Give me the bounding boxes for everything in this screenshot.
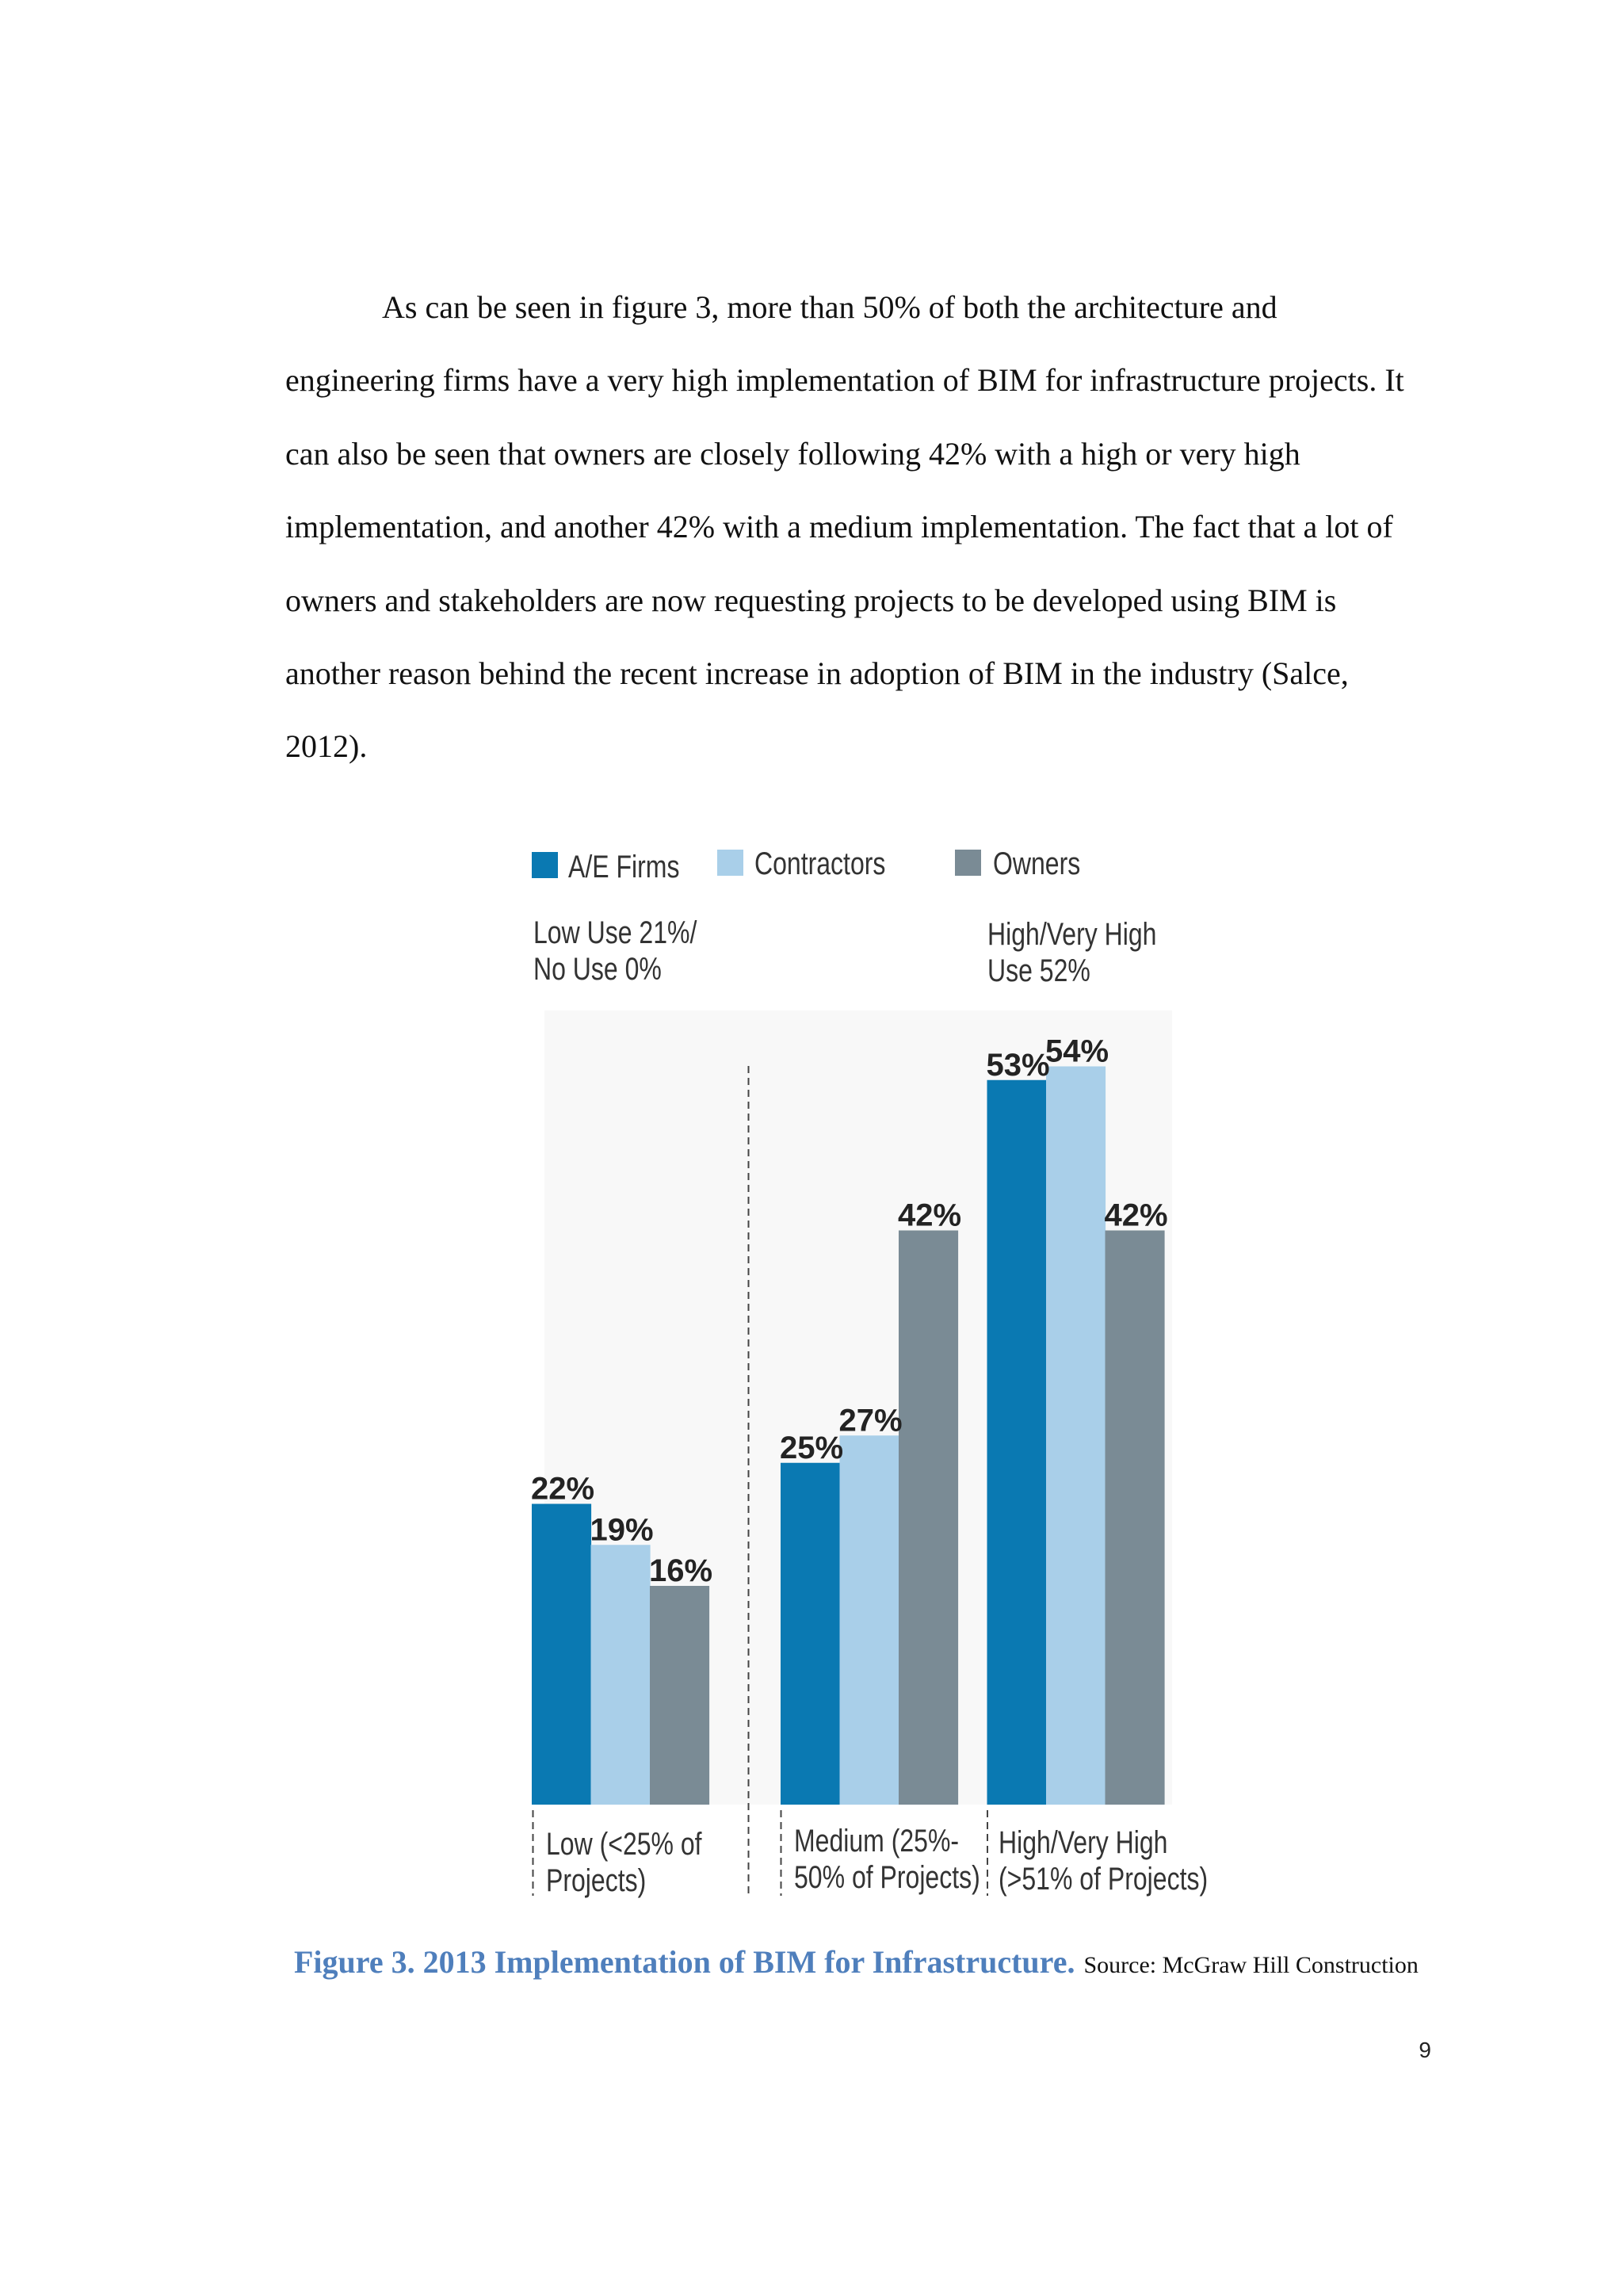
page-number: 9 xyxy=(1419,2038,1431,2062)
figure-source: Source: McGraw Hill Construction xyxy=(1083,1952,1419,1978)
category-label-high: High/Very High (>51% of Projects) xyxy=(999,1825,1209,1897)
paragraph-line: 2012). xyxy=(285,728,368,765)
paragraph-line: owners and stakeholders are now requesti… xyxy=(285,582,1337,618)
value-label-contractors-medium: 27% xyxy=(839,1403,903,1438)
legend-swatch-ae-firms xyxy=(532,852,558,878)
body-paragraph: As can be seen in figure 3, more than 50… xyxy=(285,271,1404,784)
bar-owners-low xyxy=(650,1586,710,1805)
legend-swatch-contractors xyxy=(717,850,743,876)
bar-a-e-firms-low xyxy=(532,1503,592,1805)
bar-chart-plot: 22% 25% 53% 19% 27% 54% 16% 42% 42% xyxy=(531,1010,1172,1896)
paragraph-line: another reason behind the recent increas… xyxy=(285,655,1349,691)
bar-owners-high-very-high xyxy=(1105,1230,1165,1805)
figure-caption: Figure 3. 2013 Implementation of BIM for… xyxy=(294,1943,1419,1981)
bars-layer xyxy=(532,1066,1165,1805)
data-labels-layer: 22% 25% 53% 19% 27% 54% 16% 42% 42% xyxy=(531,1034,1168,1589)
bar-a-e-firms-high-very-high xyxy=(987,1079,1047,1805)
figure-3-bar-chart: 22% 25% 53% 19% 27% 54% 16% 42% 42% A/E Firms Co… xyxy=(475,816,1209,1926)
bar-contractors-high-very-high xyxy=(1046,1066,1106,1805)
annotation-low-use: Low Use 21%/ No Use 0% xyxy=(533,915,697,987)
legend-label-owners: Owners xyxy=(993,846,1081,881)
paragraph-line: engineering firms have a very high imple… xyxy=(285,362,1404,399)
category-label-low: Low (<25% of Projects) xyxy=(546,1827,702,1898)
legend-label-contractors: Contractors xyxy=(754,846,886,881)
value-label-owners-medium: 42% xyxy=(898,1198,961,1233)
value-label-a-e-firms-low: 22% xyxy=(531,1472,594,1507)
bar-a-e-firms-medium xyxy=(781,1462,841,1805)
bar-contractors-medium xyxy=(839,1435,899,1805)
figure-caption-label: Figure 3. 2013 Implementation of BIM for… xyxy=(294,1944,1075,1980)
paragraph-line: can also be seen that owners are closely… xyxy=(285,435,1300,472)
value-label-owners-high-very-high: 42% xyxy=(1105,1198,1168,1233)
legend-swatch-owners xyxy=(955,850,981,876)
legend-label-ae-firms: A/E Firms xyxy=(568,850,680,884)
annotation-high-use: High/Very High Use 52% xyxy=(987,917,1157,988)
value-label-contractors-high-very-high: 54% xyxy=(1045,1034,1109,1069)
paragraph-line: implementation, and another 42% with a m… xyxy=(285,509,1393,545)
category-label-medium: Medium (25%- 50% of Projects) xyxy=(794,1824,980,1895)
value-label-owners-low: 16% xyxy=(649,1553,712,1588)
value-label-a-e-firms-medium: 25% xyxy=(780,1431,843,1465)
bar-contractors-low xyxy=(590,1545,651,1805)
bar-owners-medium xyxy=(899,1230,959,1805)
value-label-a-e-firms-high-very-high: 53% xyxy=(987,1048,1050,1083)
value-label-contractors-low: 19% xyxy=(590,1512,654,1547)
paragraph-line: As can be seen in figure 3, more than 50… xyxy=(382,289,1277,325)
